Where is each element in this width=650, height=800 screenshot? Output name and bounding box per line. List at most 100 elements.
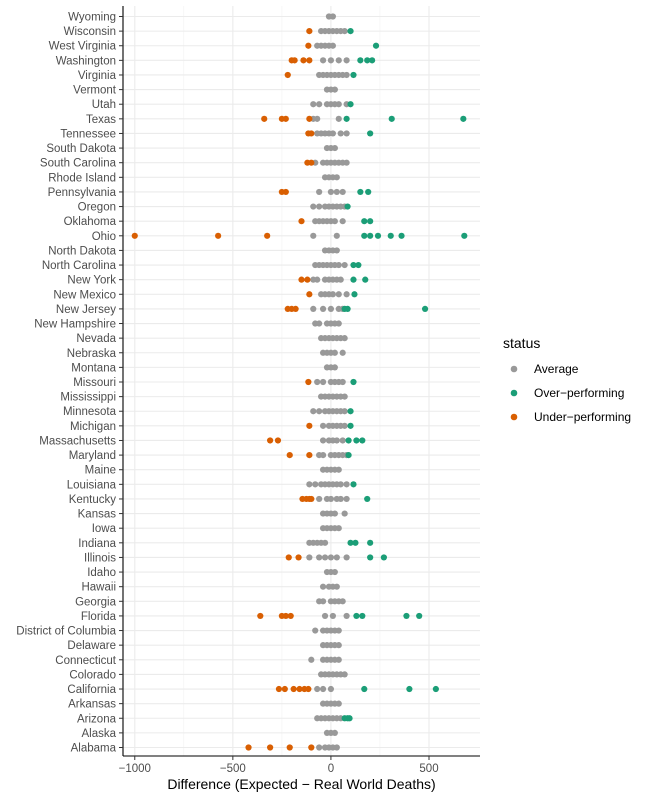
data-point (359, 437, 366, 444)
data-point (374, 232, 382, 239)
y-tick-label: Kansas (78, 509, 117, 521)
y-tick-label: Rhode Island (48, 172, 116, 184)
data-point (275, 685, 283, 693)
data-point (286, 452, 293, 459)
y-tick-label: District of Columbia (16, 626, 116, 638)
data-point (285, 554, 292, 561)
data-point (388, 115, 395, 122)
data-point (327, 495, 335, 503)
data-point (296, 685, 303, 693)
data-point (364, 495, 371, 503)
y-tick-label: Alaska (81, 728, 116, 740)
data-point (350, 378, 357, 386)
data-point (335, 57, 342, 64)
y-axis: Alabama Alaska Arizona Arkansas California Co… (16, 12, 123, 755)
data-point (339, 188, 346, 196)
legend-label: Under−performing (534, 410, 631, 424)
data-point (295, 554, 302, 561)
data-point (308, 495, 315, 503)
y-tick-label: Arizona (77, 713, 117, 725)
data-point (310, 305, 317, 312)
data-point (333, 174, 340, 181)
data-point (372, 42, 380, 49)
data-point (331, 349, 338, 356)
data-point (350, 261, 357, 269)
data-point (310, 232, 317, 239)
y-tick-label: North Dakota (48, 245, 116, 257)
data-point (347, 28, 354, 35)
data-point (312, 627, 319, 634)
data-points (131, 13, 468, 751)
data-point (333, 188, 340, 196)
data-point (339, 378, 346, 386)
data-point (310, 408, 317, 415)
y-tick-label: Idaho (87, 567, 116, 579)
data-point (341, 261, 348, 269)
y-tick-label: Oklahoma (64, 216, 117, 228)
data-point (333, 583, 340, 590)
legend-label: Over−performing (534, 386, 624, 400)
data-point (343, 291, 350, 298)
y-tick-label: Pennsylvania (48, 187, 117, 199)
y-tick-label: New York (67, 275, 116, 287)
data-point (306, 481, 313, 488)
data-point (353, 437, 360, 444)
y-tick-label: Connecticut (55, 655, 117, 667)
data-point (398, 232, 405, 239)
data-point (355, 261, 362, 269)
y-tick-label: Wyoming (68, 12, 116, 24)
data-point (347, 422, 354, 429)
data-point (308, 159, 315, 166)
data-point (215, 232, 222, 239)
y-tick-label: Missouri (73, 377, 116, 389)
data-point (345, 452, 352, 459)
data-point (351, 291, 358, 298)
y-tick-label: Florida (81, 611, 117, 623)
data-point (341, 671, 348, 678)
data-point (350, 276, 357, 283)
y-tick-label: Utah (92, 99, 116, 111)
data-point (306, 291, 313, 298)
y-tick-label: Ohio (92, 231, 116, 243)
x-tick-label: −500 (220, 763, 246, 775)
y-tick-label: Virginia (78, 70, 117, 82)
y-tick-label: Nevada (76, 333, 116, 345)
data-point (347, 408, 354, 415)
data-point (327, 554, 335, 561)
legend: status Average Over−performing Under−perfo… (503, 335, 631, 424)
data-point (367, 218, 374, 225)
y-tick-label: Kentucky (69, 494, 117, 506)
data-point (337, 130, 344, 137)
data-point (387, 232, 394, 239)
y-tick-label: Georgia (75, 596, 117, 608)
data-point (327, 305, 335, 312)
data-point (310, 203, 317, 210)
data-point (369, 57, 376, 64)
x-axis: −1000 −500 0 500 (119, 756, 439, 775)
data-point (314, 115, 321, 122)
data-point (335, 320, 342, 327)
y-tick-label: South Dakota (46, 143, 116, 155)
data-point (335, 627, 342, 634)
x-tick-label: 0 (328, 763, 334, 775)
data-point (281, 685, 288, 693)
data-point (331, 86, 338, 93)
y-tick-label: Louisiana (67, 479, 117, 491)
data-point (335, 115, 342, 122)
legend-key (510, 365, 518, 373)
data-point (333, 232, 340, 239)
data-point (343, 612, 350, 620)
data-point (327, 188, 335, 196)
y-tick-label: Tennessee (60, 128, 116, 140)
y-tick-label: Alabama (71, 743, 117, 755)
data-point (364, 57, 371, 64)
data-point (298, 276, 305, 283)
x-tick-label: 500 (419, 763, 438, 775)
data-point (308, 744, 315, 751)
data-point (343, 115, 350, 122)
data-point (306, 452, 313, 459)
data-point (291, 57, 298, 64)
data-point (331, 218, 338, 225)
data-point (331, 729, 338, 736)
